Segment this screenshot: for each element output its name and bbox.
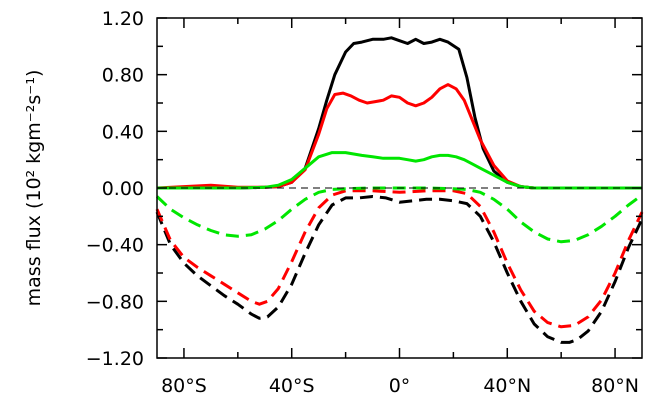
y-tick-label: 1.20 [102,8,144,30]
ticks-layer [157,17,642,359]
x-tick-label: 40°N [483,375,531,397]
x-tick-label: 40°S [269,375,315,397]
y-tick-label: 0.80 [102,65,144,87]
series-line-4-dashed [155,195,644,344]
tick-labels-layer: 80°S 40°S 0° 40°N 80°N −1.20 −0.80 −0.40 0.00 0.4… [86,8,639,397]
y-tick-label: 0.00 [102,178,144,200]
series-line-2-solid [156,83,642,190]
series-layer [155,36,644,344]
y-tick-label: −1.20 [86,348,144,370]
x-tick-label: 80°S [161,375,207,397]
x-tick-label: 80°N [591,375,639,397]
series-line-5-dashed [155,189,644,329]
series-line-3-solid [157,151,642,190]
series-line-6-dashed [155,186,643,244]
x-tick-label: 0° [389,375,411,397]
series-line-1-solid [157,36,642,190]
y-tick-label: −0.80 [86,291,144,313]
y-tick-label: 0.40 [102,121,144,143]
y-tick-label: −0.40 [86,235,144,257]
y-axis-title: mass flux (10² kgm⁻²s⁻¹) [23,70,45,307]
